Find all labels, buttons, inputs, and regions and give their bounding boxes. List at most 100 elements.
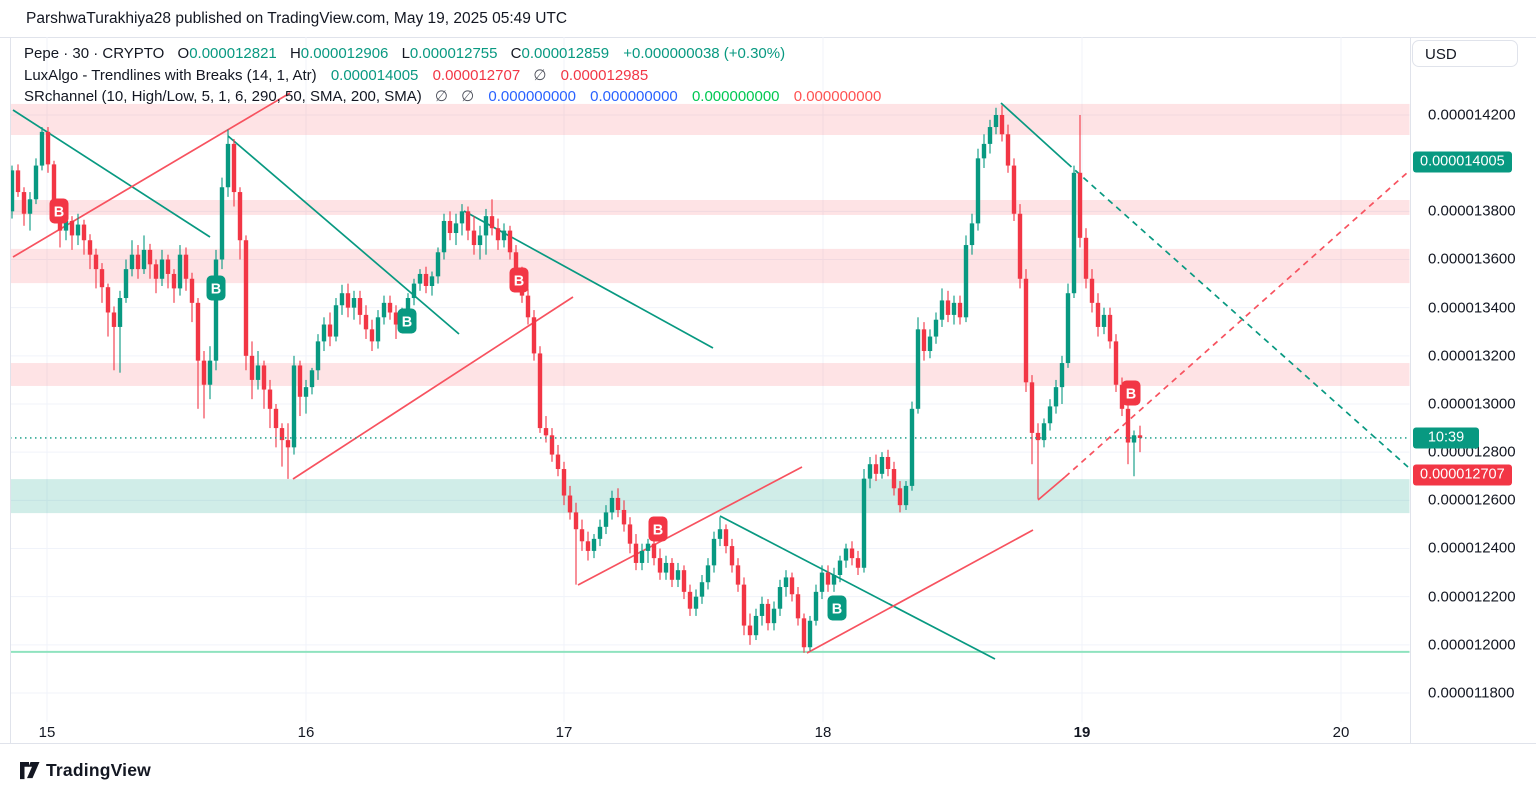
legend-symbol-row[interactable]: Pepe · 30 · CRYPTO O0.000012821 H0.00001… (24, 45, 785, 62)
break-marker-label: B (653, 523, 663, 539)
pane-left-border (10, 37, 11, 743)
downtrend-line (719, 515, 996, 660)
candle-body (291, 365, 297, 448)
uptrend-line (1037, 476, 1066, 501)
bullish-break-marker (827, 595, 847, 621)
candle-body (909, 408, 915, 486)
candle-body (591, 538, 597, 551)
candle-body (921, 329, 927, 352)
candle-body (741, 584, 747, 626)
candle-body (495, 228, 501, 241)
candle-body (951, 302, 957, 315)
time-axis-label: 16 (297, 724, 315, 741)
high-value: 0.000012906 (300, 45, 389, 62)
candle-body (15, 170, 21, 193)
candle-body (897, 488, 903, 506)
symbol-title[interactable]: Pepe · 30 · CRYPTO (24, 45, 165, 62)
candle-body (303, 387, 309, 397)
candle-body (1131, 435, 1137, 443)
candle-body (765, 603, 771, 624)
candle-body (1113, 341, 1119, 385)
candle-body (1005, 134, 1011, 166)
uptrend-line (806, 529, 1034, 654)
candle-body (777, 587, 783, 609)
srchannel-title[interactable]: SRchannel (10, High/Low, 5, 1, 6, 290, 5… (24, 88, 422, 105)
candle-body (75, 224, 81, 236)
candle-body (465, 211, 471, 231)
tradingview-logo[interactable]: TradingView (20, 760, 151, 781)
candle-body (363, 314, 369, 330)
candle-body (453, 223, 459, 234)
time-axis[interactable]: 15 16 17 18 19 20 (0, 722, 1410, 743)
break-marker-label: B (211, 282, 221, 298)
candle-body (627, 524, 633, 544)
bearish-break-marker (1121, 380, 1141, 406)
luxalgo-avg-value: 0.000012985 (560, 67, 649, 84)
srchannel-empty-2: ∅ (461, 88, 475, 105)
candle-body (237, 192, 243, 241)
candle-body (435, 252, 441, 277)
candle-body (1095, 302, 1101, 327)
candle-body (387, 302, 393, 313)
downtrend-line (1000, 102, 1068, 164)
candle-body (771, 608, 777, 624)
legend-srchannel-row[interactable]: SRchannel (10, High/Low, 5, 1, 6, 290, 5… (24, 87, 881, 105)
candle-body (573, 512, 579, 530)
candle-body (105, 287, 111, 313)
break-marker-label: B (54, 205, 64, 221)
time-axis-label: 17 (555, 724, 573, 741)
candle-body (45, 131, 51, 165)
candle-body (21, 192, 27, 214)
candle-body (783, 577, 789, 588)
bullish-break-marker (206, 275, 226, 301)
candle-body (1035, 432, 1041, 441)
low-label: L (401, 45, 410, 62)
candle-body (219, 187, 225, 260)
downtrend-line (12, 109, 211, 238)
bottom-divider (0, 743, 1536, 744)
resistance-zone (10, 363, 1410, 386)
price-axis-label: 0.000013800 (1428, 202, 1516, 220)
candle-body (555, 454, 561, 470)
price-axis-label: 0.000011800 (1428, 684, 1515, 702)
candle-body (315, 341, 321, 371)
candle-body (705, 565, 711, 583)
candle-body (153, 264, 159, 279)
candle-body (831, 574, 837, 585)
luxalgo-title[interactable]: LuxAlgo - Trendlines with Breaks (14, 1,… (24, 67, 317, 84)
candle-body (1053, 387, 1059, 407)
candle-body (10, 170, 15, 212)
candle-body (321, 324, 327, 342)
candle-body (939, 300, 945, 320)
candle-body (1029, 382, 1035, 433)
candle-body (513, 252, 519, 274)
legend-luxalgo-row[interactable]: LuxAlgo - Trendlines with Breaks (14, 1,… (24, 66, 648, 84)
candle-body (639, 550, 645, 563)
candle-body (1071, 172, 1077, 294)
candle-body (297, 365, 303, 397)
candle-body (531, 317, 537, 354)
candle-body (927, 336, 933, 352)
candle-body (339, 293, 345, 306)
candle-body (345, 293, 351, 308)
candle-body (1137, 435, 1143, 438)
candle-body (699, 582, 705, 597)
candle-body (1107, 314, 1113, 342)
candle-body (1065, 293, 1071, 364)
candle-body (795, 594, 801, 619)
candle-body (93, 254, 99, 270)
price-axis-label: 0.000012600 (1428, 491, 1516, 509)
candle-body (1077, 172, 1083, 238)
candle-body (975, 158, 981, 224)
currency-usd-button[interactable]: USD (1412, 40, 1518, 67)
uptrend-line (577, 466, 803, 586)
candle-body (309, 370, 315, 388)
price-axis[interactable]: 0.000014200 0.000013800 0.000013600 0.00001… (1410, 37, 1536, 743)
candle-body (903, 485, 909, 506)
candle-body (669, 562, 675, 580)
candle-body (39, 131, 45, 166)
candle-body (873, 464, 879, 474)
resistance-zone (10, 248, 1410, 284)
candle-body (27, 199, 33, 214)
